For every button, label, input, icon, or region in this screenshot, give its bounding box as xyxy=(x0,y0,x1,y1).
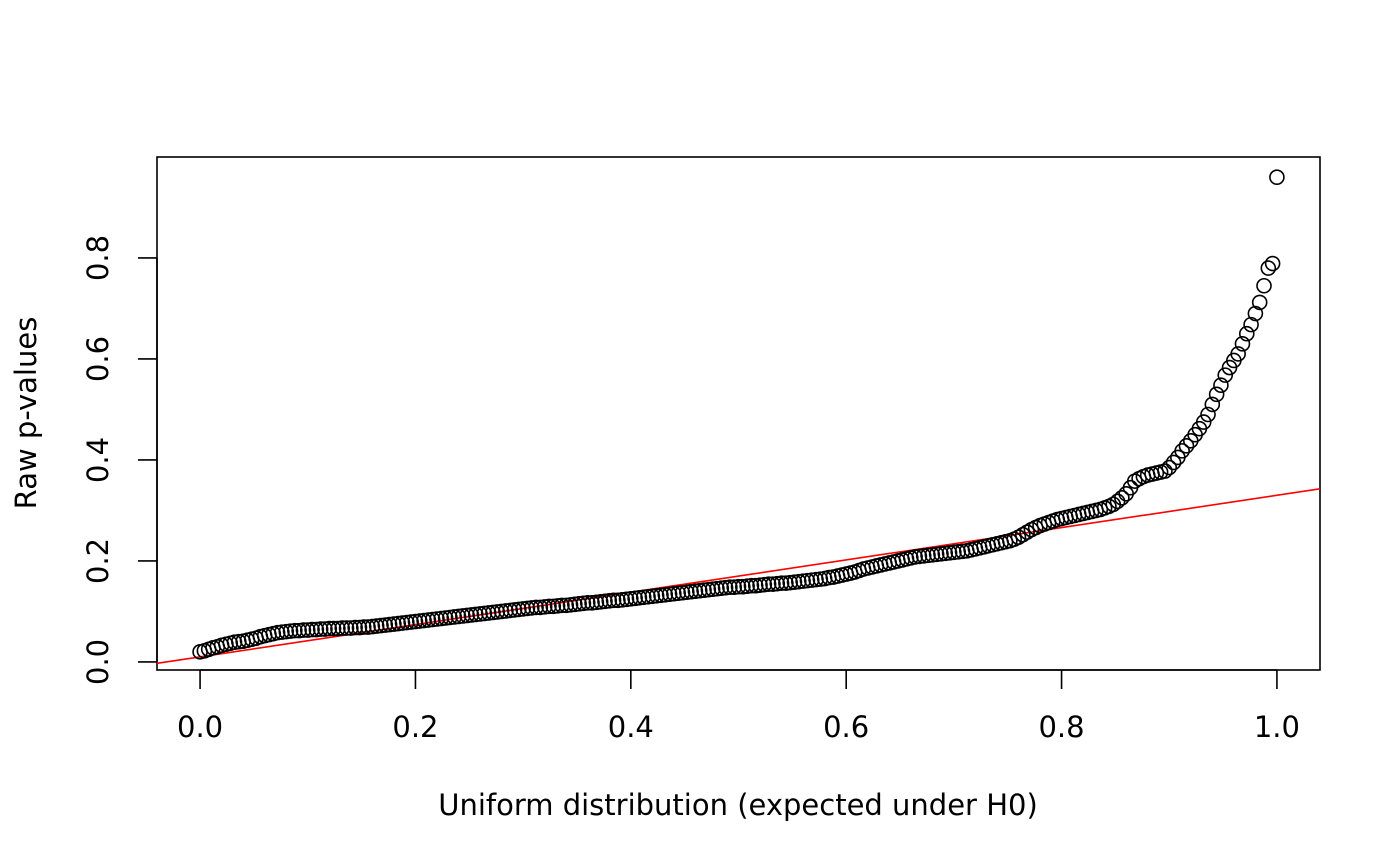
data-point xyxy=(355,619,372,635)
data-point xyxy=(1178,438,1195,454)
data-point xyxy=(1204,396,1221,413)
data-point xyxy=(321,620,338,637)
data-point xyxy=(312,621,329,637)
data-point xyxy=(730,578,747,595)
data-points xyxy=(192,169,1285,660)
y-axis: 0.0 0.2 0.4 0.6 0.8 xyxy=(81,235,158,685)
data-point xyxy=(334,620,351,636)
data-point xyxy=(760,576,777,592)
data-point xyxy=(1174,443,1190,459)
data-point xyxy=(304,621,320,638)
x-tick-label: 0.0 xyxy=(177,710,223,744)
data-point xyxy=(1200,406,1216,423)
data-point xyxy=(1114,490,1130,506)
x-tick-label: 0.8 xyxy=(1038,710,1084,744)
data-point xyxy=(1260,260,1277,276)
data-point xyxy=(1230,346,1246,362)
data-point xyxy=(1247,305,1264,322)
data-point xyxy=(528,599,544,616)
y-tick-label: 0.0 xyxy=(81,639,115,685)
data-point xyxy=(1213,377,1229,394)
data-point xyxy=(605,592,622,609)
data-point xyxy=(1161,459,1178,476)
reference-line xyxy=(157,488,1320,665)
data-point xyxy=(347,619,363,636)
data-point xyxy=(1157,463,1173,479)
data-point xyxy=(554,597,570,614)
x-tick-label: 0.4 xyxy=(608,710,654,744)
data-point xyxy=(1256,277,1272,294)
data-point xyxy=(722,579,738,595)
data-point xyxy=(579,595,596,611)
data-point xyxy=(287,622,303,639)
data-point xyxy=(295,622,312,638)
y-axis-label: Raw p-values xyxy=(9,317,43,510)
x-axis: 0.0 0.2 0.4 0.6 0.8 1.0 xyxy=(177,669,1300,744)
reference-line-group xyxy=(157,488,1320,665)
data-point xyxy=(1269,169,1285,185)
y-tick-label: 0.4 xyxy=(81,437,115,483)
data-point xyxy=(1251,294,1268,311)
data-point xyxy=(1234,336,1251,352)
x-axis-label: Uniform distribution (expected under H0) xyxy=(438,788,1038,822)
data-point xyxy=(743,577,760,594)
data-point xyxy=(1217,367,1234,383)
x-tick-label: 1.0 xyxy=(1254,710,1300,744)
y-tick-label: 0.6 xyxy=(81,336,115,382)
data-point xyxy=(1165,454,1182,471)
data-point xyxy=(1238,325,1255,342)
data-point xyxy=(325,620,342,637)
data-point xyxy=(1264,255,1281,272)
x-tick-label: 0.2 xyxy=(392,710,438,744)
data-point xyxy=(1208,386,1225,403)
data-point xyxy=(1243,316,1259,333)
y-tick-label: 0.8 xyxy=(81,235,115,281)
data-point xyxy=(541,598,557,615)
y-tick-label: 0.2 xyxy=(81,538,115,584)
data-point xyxy=(338,620,355,636)
data-point xyxy=(773,575,790,591)
x-tick-label: 0.6 xyxy=(823,710,869,744)
data-point xyxy=(1195,414,1212,430)
